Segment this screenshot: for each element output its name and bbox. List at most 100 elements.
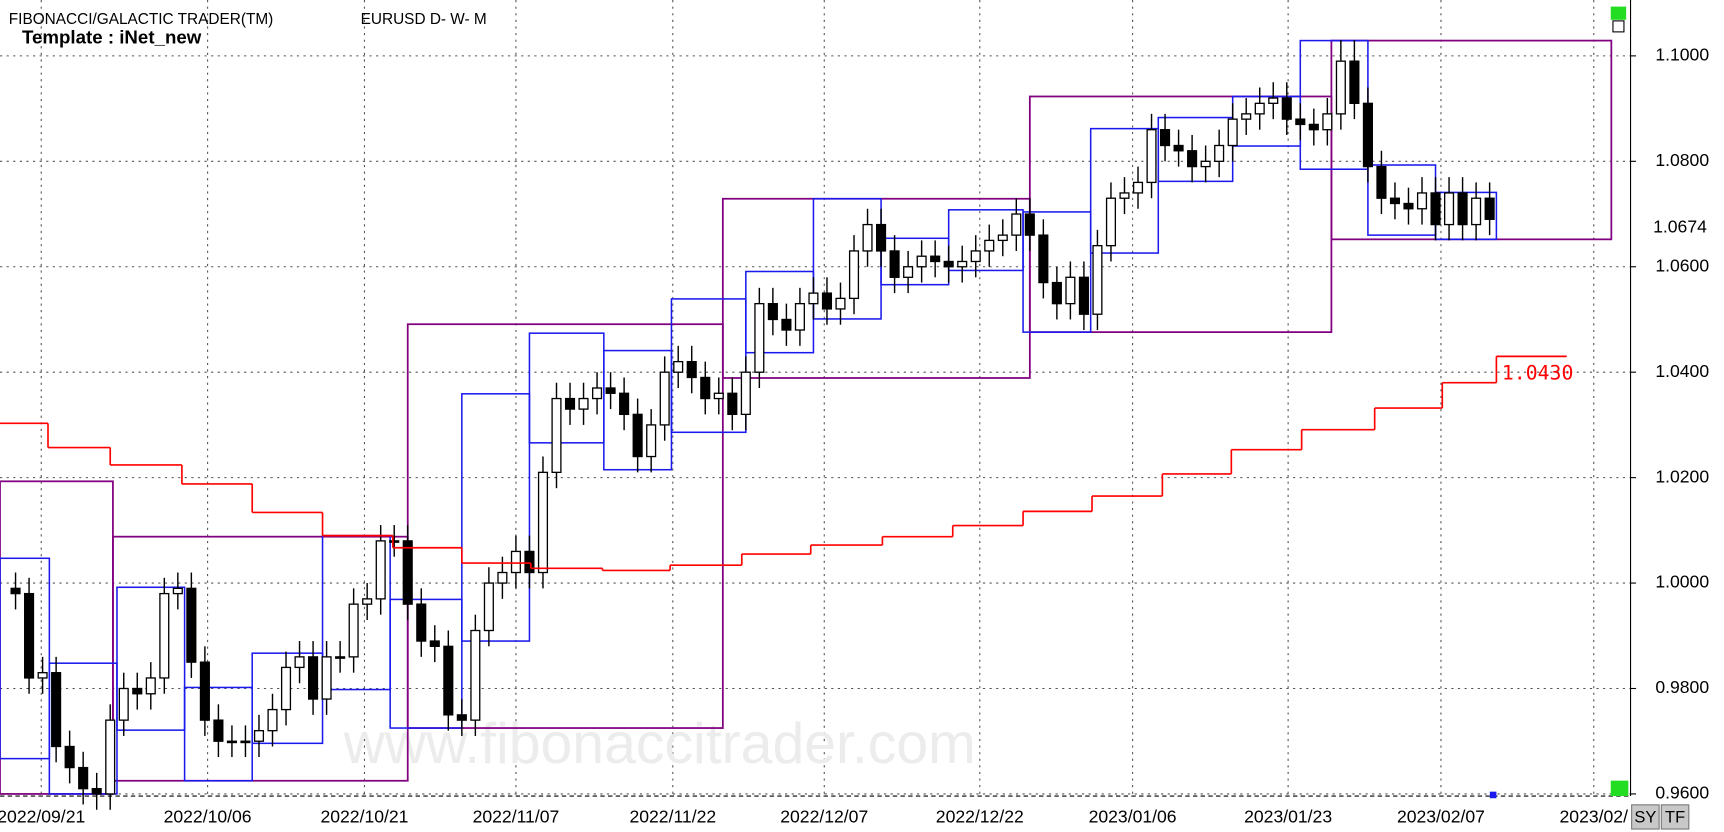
candle-body [1457, 192, 1468, 226]
candle-body [37, 672, 48, 679]
candle-body [862, 223, 873, 252]
candle-body [199, 661, 210, 721]
candle-body [903, 266, 914, 278]
axis-layer: 1.1000 1.0800 1.0600 1.0400 1.0200 1.0000 0.98… [0, 45, 1709, 827]
candle-body [1187, 150, 1198, 168]
y-tick-label: 1.0800 [1655, 150, 1709, 170]
candle-body [1200, 160, 1211, 168]
candle-body [253, 730, 265, 742]
grid-layer [0, 0, 1631, 797]
candle-body [1254, 102, 1265, 115]
candle-body [808, 292, 819, 305]
candle-body [876, 223, 887, 252]
x-tick-label: 2023/02/07 [1397, 807, 1485, 827]
candle-body [294, 656, 305, 669]
candle-body [1349, 60, 1360, 104]
candle-body [1146, 129, 1157, 184]
candle-body [1132, 181, 1144, 194]
candle-body [416, 603, 427, 642]
candle-body [348, 603, 359, 658]
candle-body [443, 645, 454, 716]
candle-body [1227, 118, 1238, 147]
sy-button-label[interactable]: SY [1634, 808, 1656, 826]
candle-body [740, 371, 751, 416]
sy-button[interactable] [1631, 804, 1660, 830]
candle-body [470, 629, 481, 721]
last-price-label: 1.0674 [1653, 216, 1707, 236]
candle-body [1119, 192, 1130, 199]
y-tick-label: 1.1000 [1655, 45, 1709, 65]
y-tick-label: 1.0600 [1655, 255, 1709, 275]
step-line-label: 1.0430 [1502, 361, 1573, 384]
candle-body [889, 250, 900, 278]
tf-button-label[interactable]: TF [1665, 808, 1685, 826]
weekly-box [1022, 211, 1092, 333]
candle-body [1362, 102, 1373, 168]
candle-body [510, 550, 521, 574]
candle-body [1403, 202, 1414, 210]
candle-body [1389, 197, 1401, 205]
candle-body [835, 297, 846, 310]
template: Template : iNet_new [22, 26, 202, 47]
candle-body [713, 392, 724, 400]
y-tick-label: 0.9600 [1655, 783, 1709, 803]
candle-body [105, 719, 116, 795]
candle-body [794, 302, 805, 331]
candle-body [24, 592, 35, 679]
time-marker [1489, 791, 1497, 799]
candle-body [1024, 213, 1035, 236]
candle-body [1011, 213, 1022, 236]
candle-body [226, 740, 237, 744]
x-tick-label: 2023/01/23 [1244, 807, 1332, 827]
corner-marker [1610, 780, 1629, 797]
y-tick-label: 1.0000 [1655, 572, 1709, 592]
candle-body [1484, 197, 1495, 220]
x-tick-label: 2023/02/ [1560, 807, 1629, 827]
candle-body [537, 471, 549, 574]
candle-body [375, 540, 386, 600]
candle-body [1376, 165, 1387, 199]
candle-body [10, 587, 21, 595]
candle-body [659, 371, 670, 426]
candle-body [145, 677, 156, 695]
candle-body [592, 387, 603, 400]
candle-body [754, 302, 765, 373]
candle-body [1430, 192, 1441, 226]
candle-body [483, 582, 494, 632]
weekly-box [1089, 127, 1160, 254]
candle-body [781, 318, 792, 331]
corner-box [1612, 20, 1625, 33]
x-tick-label: 2023/01/06 [1089, 807, 1177, 827]
candle-body [605, 387, 616, 394]
candle-body [1295, 118, 1306, 126]
candle-body [686, 360, 697, 379]
y-tick-label: 1.0200 [1655, 466, 1709, 486]
candle-body [159, 592, 170, 679]
candle-body [213, 719, 224, 742]
candle-body [429, 640, 440, 647]
candle-body [524, 550, 535, 574]
candle-body [335, 656, 346, 659]
candle-body [1308, 123, 1319, 131]
candle-body [1443, 192, 1455, 226]
candle-body [848, 250, 860, 300]
candle-body [402, 540, 413, 605]
candle-body [1173, 144, 1184, 152]
candle-body [1105, 197, 1117, 247]
candle-body [916, 255, 927, 268]
candle-body [997, 234, 1008, 242]
candle-body [186, 587, 197, 663]
candle-body [1241, 113, 1252, 120]
candle-body [64, 745, 75, 769]
y-tick-label: 0.9800 [1655, 677, 1709, 697]
candle-body [118, 687, 129, 721]
candle-body [240, 740, 251, 744]
weekly-box [461, 393, 531, 642]
tf-button[interactable] [1660, 804, 1690, 830]
candle-body [1078, 276, 1089, 315]
candle-body [1038, 234, 1049, 284]
